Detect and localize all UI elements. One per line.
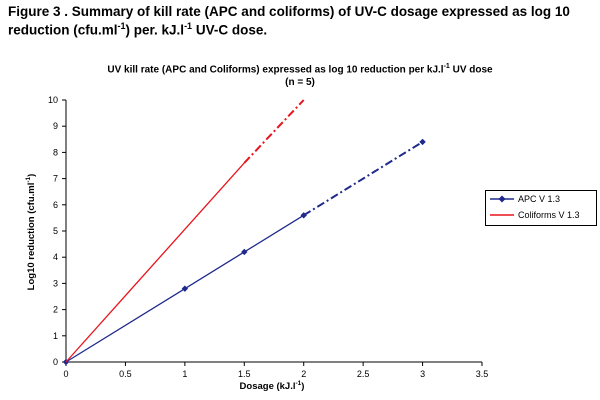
x-tick-label: 2.5	[357, 369, 370, 379]
data-point-apc	[300, 212, 307, 219]
legend-label-coliforms: Coliforms V 1.3	[518, 210, 580, 220]
y-axis-label-end: )	[26, 174, 37, 177]
chart-title: UV kill rate (APC and Coliforms) express…	[20, 60, 580, 89]
y-tick-label: 9	[53, 121, 58, 131]
legend-swatch-apc	[490, 195, 514, 203]
x-tick-label: 3	[420, 369, 425, 379]
y-tick-label: 7	[53, 174, 58, 184]
y-axis-label: Log10 reduction (cfu.ml-1)	[25, 174, 37, 291]
x-axis-label: Dosage (kJ.l-1)	[240, 380, 305, 392]
series-line-apc	[65, 214, 305, 363]
y-axis-ticks: 0 1 2 3 4 5 6 7 8 9 10	[48, 95, 66, 367]
y-tick-label: 5	[53, 226, 58, 236]
caption-line2-text-b: ) per. kJ.l	[125, 22, 185, 38]
y-tick-label: 2	[53, 305, 58, 315]
x-axis-label-end: )	[301, 381, 304, 392]
y-tick-label: 4	[53, 252, 58, 262]
x-axis-ticks: 0 0.5 1 1.5 2 2.5 3 3.5	[63, 362, 488, 379]
caption-sup-1: -1	[117, 21, 126, 31]
x-tick-label: 0.5	[119, 369, 132, 379]
legend-item-coliforms: Coliforms V 1.3	[486, 207, 596, 223]
chart-axes	[65, 100, 482, 363]
y-tick-label: 10	[48, 95, 58, 105]
caption-sup-2: -1	[184, 21, 193, 31]
caption-line1-text: Figure 3 . Summary of kill rate (APC and…	[8, 4, 570, 19]
x-tick-label: 0	[63, 369, 68, 379]
y-axis-label-sup: -1	[25, 176, 32, 182]
data-point-apc	[181, 285, 189, 292]
chart-series	[62, 99, 426, 366]
chart-title-text-a: UV kill rate (APC and Coliforms) express…	[107, 64, 444, 76]
x-tick-label: 1	[182, 369, 187, 379]
series-line-coliforms	[65, 162, 245, 363]
figure-caption-line-2: reduction (cfu.ml-1) per. kJ.l-1 UV-C do…	[8, 19, 588, 38]
x-tick-label: 3.5	[476, 369, 489, 379]
legend-item-apc: APC V 1.3	[486, 191, 596, 207]
y-tick-label: 3	[53, 278, 58, 288]
legend-label-apc: APC V 1.3	[518, 194, 561, 204]
caption-line2-text-a: reduction (cfu.ml	[8, 22, 118, 38]
figure-caption: Figure 3 . Summary of kill rate (APC and…	[8, 4, 588, 38]
y-tick-label: 8	[53, 147, 58, 157]
x-tick-label: 2	[301, 369, 306, 379]
legend-swatch-coliforms	[490, 214, 514, 216]
y-axis-label-text: Log10 reduction (cfu.ml	[26, 183, 37, 291]
series-line-extrapolated-coliforms	[243, 99, 305, 164]
chart-title-sup: -1	[443, 63, 450, 70]
x-tick-label: 1.5	[238, 369, 251, 379]
chart-subtitle: (n = 5)	[285, 77, 315, 89]
y-tick-label: 0	[53, 357, 58, 367]
y-tick-label: 1	[53, 331, 58, 341]
chart-legend: APC V 1.3 Coliforms V 1.3	[485, 190, 597, 226]
caption-line2-text-c: UV-C dose.	[192, 22, 268, 38]
figure-caption-line-1: Figure 3 . Summary of kill rate (APC and…	[8, 4, 588, 19]
chart-title-text-b: UV dose	[449, 64, 493, 76]
data-point-apc	[419, 138, 426, 146]
data-point-apc	[241, 248, 248, 256]
x-axis-label-text: Dosage (kJ.l	[240, 381, 296, 392]
series-line-extrapolated-apc	[303, 141, 424, 217]
x-axis-label-sup: -1	[296, 380, 302, 387]
y-tick-label: 6	[53, 200, 58, 210]
chart-title-line: UV kill rate (APC and Coliforms) express…	[20, 60, 580, 76]
